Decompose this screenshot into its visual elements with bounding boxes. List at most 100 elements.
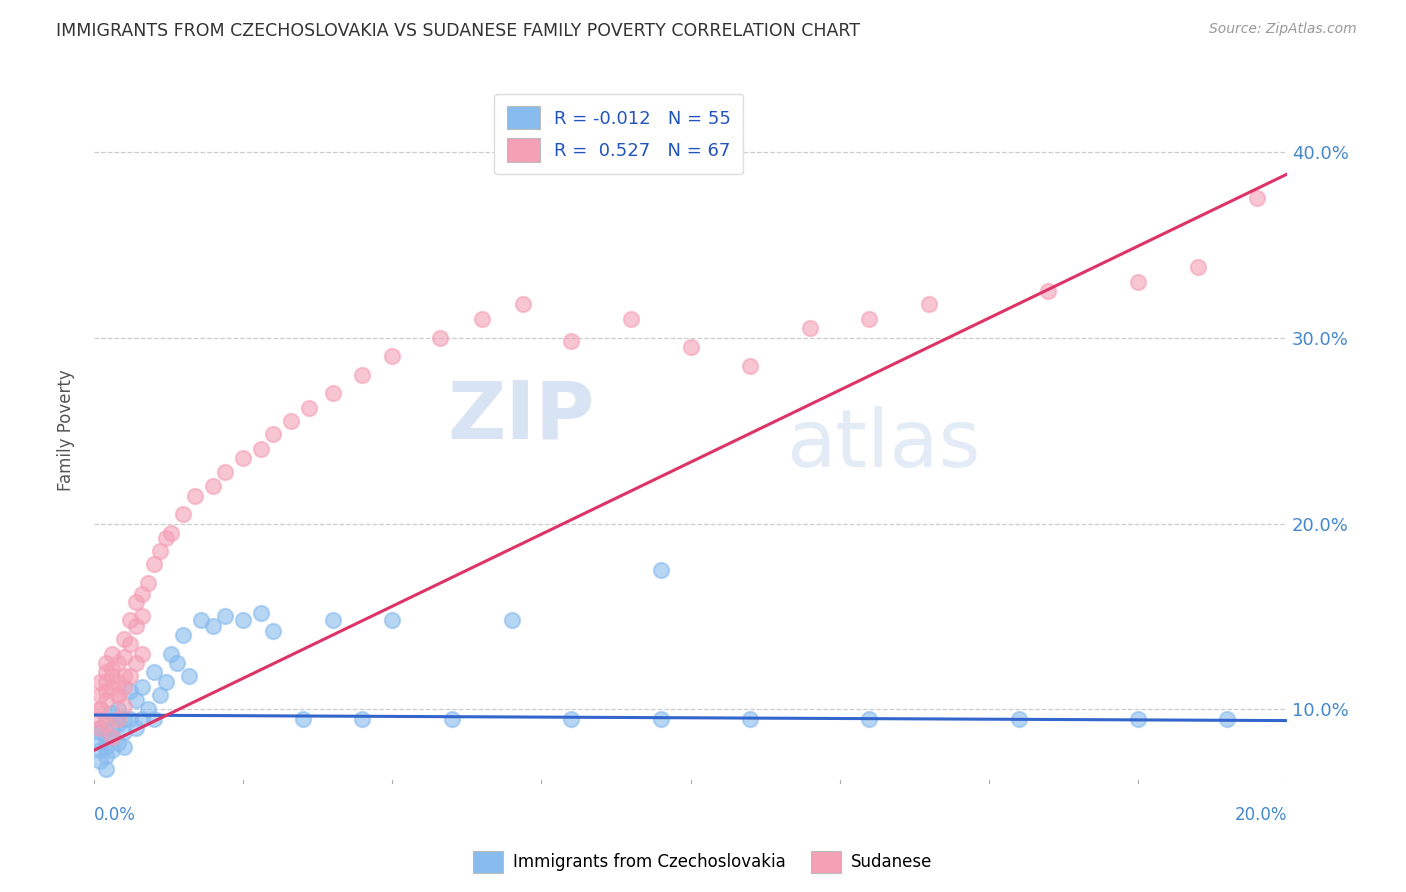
Point xyxy=(1246,191,1268,205)
Point xyxy=(298,401,321,416)
Point xyxy=(142,558,165,572)
Legend: Immigrants from Czechoslovakia, Sudanese: Immigrants from Czechoslovakia, Sudanese xyxy=(467,845,939,880)
Point xyxy=(280,414,302,428)
Point xyxy=(89,724,111,739)
Point xyxy=(440,712,463,726)
Point xyxy=(190,613,212,627)
Point xyxy=(155,674,177,689)
Legend: R = -0.012   N = 55, R =  0.527   N = 67: R = -0.012 N = 55, R = 0.527 N = 67 xyxy=(495,94,744,174)
Point xyxy=(142,712,165,726)
Point xyxy=(131,587,153,601)
Point xyxy=(232,451,254,466)
Text: Source: ZipAtlas.com: Source: ZipAtlas.com xyxy=(1209,22,1357,37)
Point xyxy=(166,656,188,670)
Point xyxy=(155,532,177,546)
Point xyxy=(107,656,129,670)
Point xyxy=(94,683,117,698)
Point xyxy=(89,674,111,689)
Point xyxy=(160,647,183,661)
Point xyxy=(94,739,117,754)
Point xyxy=(1216,712,1239,726)
Point xyxy=(179,669,201,683)
Point xyxy=(101,743,124,757)
Point xyxy=(112,680,135,694)
Point xyxy=(89,712,111,726)
Point xyxy=(94,717,117,731)
Point xyxy=(94,712,117,726)
Point xyxy=(352,712,374,726)
Point xyxy=(172,628,194,642)
Point xyxy=(118,669,141,683)
Point xyxy=(94,665,117,680)
Point xyxy=(101,731,124,745)
Point xyxy=(107,688,129,702)
Point xyxy=(94,674,117,689)
Point xyxy=(512,297,534,311)
Point xyxy=(352,368,374,382)
Point xyxy=(322,613,344,627)
Point xyxy=(125,656,148,670)
Point xyxy=(620,312,643,326)
Point xyxy=(858,712,880,726)
Point xyxy=(184,489,207,503)
Point xyxy=(125,619,148,633)
Text: IMMIGRANTS FROM CZECHOSLOVAKIA VS SUDANESE FAMILY POVERTY CORRELATION CHART: IMMIGRANTS FROM CZECHOSLOVAKIA VS SUDANE… xyxy=(56,22,860,40)
Point xyxy=(262,624,284,639)
Point xyxy=(560,712,582,726)
Point xyxy=(799,321,821,335)
Point xyxy=(202,479,225,493)
Point xyxy=(131,712,153,726)
Point xyxy=(89,721,111,735)
Point xyxy=(101,721,124,735)
Point xyxy=(101,647,124,661)
Point xyxy=(101,731,124,745)
Text: ZIP: ZIP xyxy=(447,377,595,456)
Point xyxy=(118,683,141,698)
Point xyxy=(125,594,148,608)
Point xyxy=(1038,284,1060,298)
Point xyxy=(89,702,111,716)
Point xyxy=(142,665,165,680)
Point xyxy=(118,613,141,627)
Point xyxy=(112,632,135,646)
Point xyxy=(650,563,672,577)
Point xyxy=(112,712,135,726)
Point xyxy=(1126,275,1149,289)
Point xyxy=(89,743,111,757)
Point xyxy=(429,331,451,345)
Text: atlas: atlas xyxy=(786,406,980,483)
Point xyxy=(1187,260,1209,274)
Point xyxy=(112,650,135,665)
Point xyxy=(112,739,135,754)
Point xyxy=(560,334,582,349)
Point xyxy=(107,717,129,731)
Point xyxy=(118,637,141,651)
Point xyxy=(650,712,672,726)
Point xyxy=(381,349,404,363)
Point xyxy=(89,755,111,769)
Point xyxy=(112,669,135,683)
Point xyxy=(112,698,135,713)
Point xyxy=(322,386,344,401)
Point xyxy=(214,609,236,624)
Point xyxy=(136,576,159,591)
Point xyxy=(148,688,170,702)
Point xyxy=(250,442,273,457)
Point xyxy=(918,297,941,311)
Text: 0.0%: 0.0% xyxy=(94,806,136,824)
Point xyxy=(858,312,880,326)
Y-axis label: Family Poverty: Family Poverty xyxy=(58,370,75,491)
Point xyxy=(131,647,153,661)
Point xyxy=(107,688,129,702)
Point xyxy=(89,736,111,750)
Point xyxy=(1126,712,1149,726)
Point xyxy=(107,674,129,689)
Point xyxy=(94,748,117,763)
Point xyxy=(740,712,762,726)
Point xyxy=(131,609,153,624)
Point xyxy=(125,693,148,707)
Point xyxy=(125,721,148,735)
Point xyxy=(262,427,284,442)
Point xyxy=(214,465,236,479)
Point xyxy=(291,712,314,726)
